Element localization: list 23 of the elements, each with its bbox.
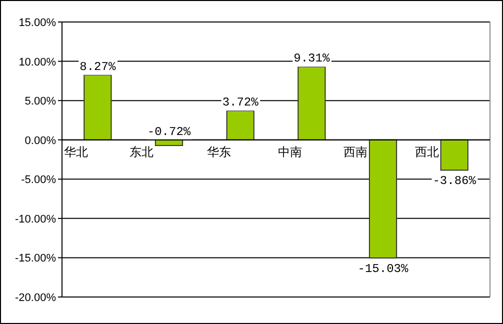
- x-tick-label: 西北: [414, 144, 439, 159]
- data-label: 9.31%: [294, 52, 330, 66]
- x-tick-label: 西南: [343, 144, 368, 159]
- y-tick-label: -15.00%: [15, 252, 56, 265]
- data-label: 8.27%: [80, 60, 116, 74]
- bar: [440, 139, 468, 171]
- y-tick-label: -10.00%: [15, 213, 56, 226]
- y-tick-label: 15.00%: [18, 17, 56, 29]
- bar: [368, 139, 398, 258]
- y-tick-label: 5.00%: [24, 96, 56, 108]
- data-label: -0.72%: [147, 124, 192, 139]
- data-label: 3.72%: [222, 96, 260, 110]
- y-tick-label: 0.00%: [24, 134, 56, 147]
- x-tick-label: 华北: [64, 144, 88, 159]
- y-tick-label: -5.00%: [21, 174, 56, 186]
- x-tick-label: 中南: [278, 144, 302, 159]
- y-tick-label: 10.00%: [18, 56, 56, 68]
- x-tick-label: 东北: [129, 144, 154, 159]
- x-tick-label: 华东: [206, 144, 231, 159]
- y-tick-label: -20.00%: [15, 292, 56, 304]
- data-label: -15.03%: [358, 262, 409, 276]
- data-label: -3.86%: [432, 174, 477, 188]
- bar: [84, 74, 112, 140]
